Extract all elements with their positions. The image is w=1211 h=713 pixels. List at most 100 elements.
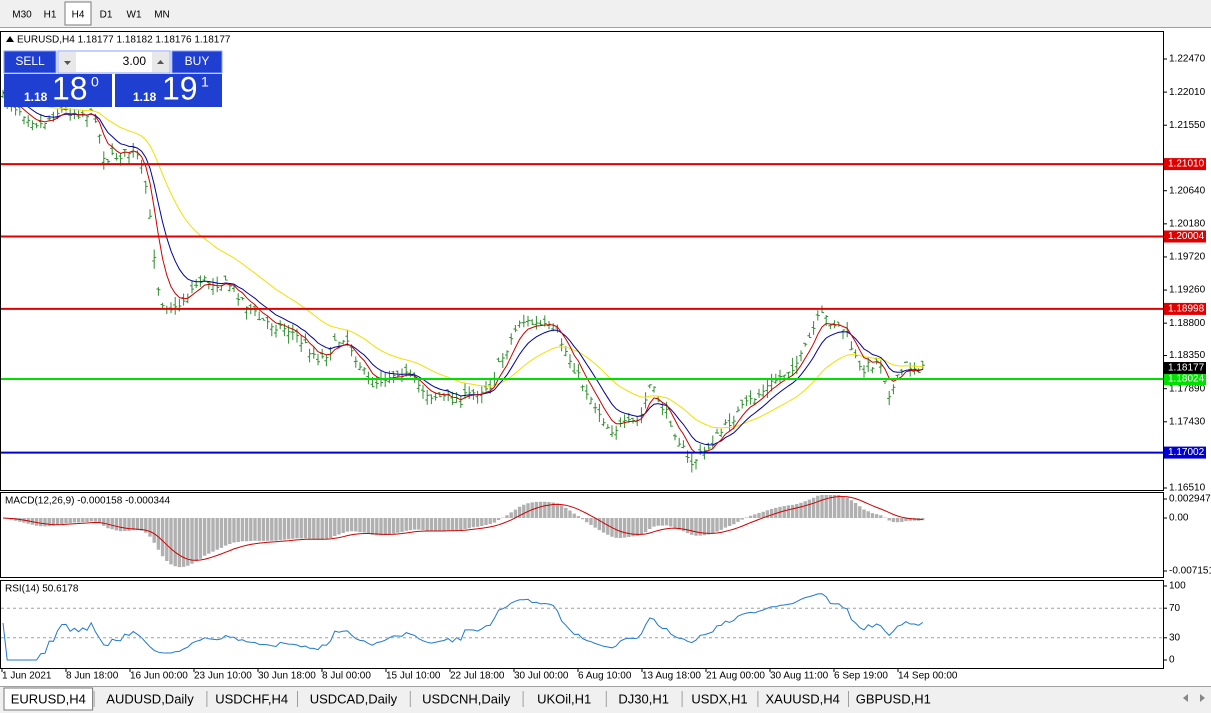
lot-value: 3.00	[123, 54, 147, 68]
ma-mid	[2, 91, 923, 446]
symbol-tab-label: AUDUSD,Daily	[106, 691, 194, 706]
timeframe-button[interactable]	[149, 2, 175, 25]
price-label: 1.20640	[1169, 185, 1206, 196]
time-label: 30 Aug 11:00	[770, 671, 829, 682]
macd-signal	[2, 496, 923, 561]
price-label: 1.22010	[1169, 87, 1206, 98]
level-price-label: 1.17002	[1168, 447, 1205, 458]
level-price-box	[1164, 158, 1206, 171]
lot-down-arrow	[64, 61, 71, 65]
lot-field[interactable]	[57, 50, 171, 74]
symbol-tab[interactable]	[410, 688, 522, 710]
time-label: 8 Jul 00:00	[322, 671, 371, 682]
time-label: 30 Jul 00:00	[514, 671, 569, 682]
trade-panel: SELL 3.00 BUY 1.18 18 0 1.18 19 1	[3, 50, 223, 107]
symbol-tab[interactable]	[523, 688, 605, 710]
time-label: 16 Jun 00:00	[130, 671, 188, 682]
current-price-label: 1.18177	[1168, 363, 1205, 374]
rsi-axis-label: 0	[1169, 655, 1175, 666]
symbol-tab[interactable]	[207, 688, 296, 710]
timeframe-button[interactable]	[121, 2, 147, 25]
time-label: 6 Aug 10:00	[578, 671, 632, 682]
price-label: 1.18800	[1169, 318, 1206, 329]
rsi-header: RSI(14) 50.6178	[5, 584, 79, 595]
level-price-box	[1164, 302, 1206, 315]
rsi-axis-label: 100	[1169, 581, 1186, 592]
level-price-box	[1164, 230, 1206, 243]
rsi-axis-label: 70	[1169, 603, 1181, 614]
macd-header: MACD(12,26,9) -0.000158 -0.000344	[5, 496, 171, 507]
level-price-label: 1.21010	[1168, 159, 1205, 170]
timeframe-button[interactable]	[64, 1, 92, 26]
time-label: 21 Aug 00:00	[706, 671, 765, 682]
time-label: 22 Jul 18:00	[450, 671, 505, 682]
sell-button[interactable]	[3, 50, 57, 74]
buy-price-big: 19	[162, 70, 198, 106]
ma-fast	[2, 91, 924, 454]
sell-label: SELL	[15, 54, 45, 68]
symbol-tab-label: USDCNH,Daily	[422, 691, 511, 706]
macd-axis-label: 0.002947	[1169, 494, 1211, 505]
price-label: 1.17890	[1169, 383, 1206, 394]
macd-frame	[0, 492, 1164, 578]
time-label: 14 Sep 00:00	[898, 671, 958, 682]
timeframe-button[interactable]	[9, 2, 35, 25]
rsi-axis-label: 30	[1169, 632, 1181, 643]
rsi-line	[2, 593, 924, 661]
symbol-tab[interactable]	[606, 688, 681, 710]
time-label: 23 Jun 10:00	[194, 671, 252, 682]
time-label: 13 Aug 18:00	[642, 671, 701, 682]
symbol-tab[interactable]	[94, 688, 206, 710]
level-price-box	[1164, 446, 1206, 459]
price-label: 1.22470	[1169, 54, 1206, 65]
timeframe-label: MN	[154, 10, 170, 21]
chart-header: EURUSD,H4 1.18177 1.18182 1.18176 1.1817…	[17, 35, 231, 46]
ma-slow	[2, 91, 923, 429]
price-label: 1.21550	[1169, 120, 1206, 131]
level-price-label: 1.18998	[1168, 304, 1205, 315]
timeframe-label: H4	[72, 10, 85, 21]
time-label: 30 Jun 18:00	[258, 671, 316, 682]
timeframe-button[interactable]	[0, 2, 7, 25]
main-chart-frame	[0, 31, 1164, 491]
symbol-tab[interactable]	[758, 688, 847, 710]
current-price-box	[1164, 362, 1206, 375]
buy-price-box[interactable]	[115, 74, 222, 107]
timeframe-label: H1	[44, 10, 57, 21]
timeframe-button[interactable]	[93, 2, 119, 25]
buy-label: BUY	[185, 54, 210, 68]
sell-price-sup: 0	[91, 74, 99, 90]
symbol-tab-label: UKOil,H1	[537, 691, 591, 706]
sell-price-box[interactable]	[4, 74, 112, 107]
header-arrow	[6, 36, 14, 42]
time-label: 15 Jul 10:00	[386, 671, 441, 682]
toolbar	[0, 0, 1211, 28]
symbol-tab-label: XAUUSD,H4	[765, 691, 839, 706]
symbol-tab-label: GBPUSD,H1	[856, 691, 931, 706]
symbol-tab[interactable]	[682, 688, 757, 710]
time-label: 1 Jun 2021	[2, 671, 52, 682]
buy-price-prefix: 1.18	[133, 90, 157, 104]
tab-scroll-right	[1200, 694, 1205, 702]
level-price-box	[1164, 373, 1206, 386]
price-label: 1.19720	[1169, 252, 1206, 263]
symbol-tab-label: USDCAD,Daily	[310, 691, 398, 706]
symbol-tab-label: USDCHF,H4	[215, 691, 288, 706]
symbol-tab-label: DJ30,H1	[618, 691, 669, 706]
sell-price-prefix: 1.18	[24, 90, 48, 104]
price-label: 1.19260	[1169, 285, 1206, 296]
price-label: 1.17430	[1169, 416, 1206, 427]
buy-button[interactable]	[171, 50, 223, 74]
symbol-tab[interactable]	[849, 688, 938, 710]
timeframe-label: M30	[12, 10, 32, 21]
symbol-tab[interactable]	[3, 687, 94, 711]
symbol-tab-label: EURUSD,H4	[11, 691, 86, 706]
time-label: 6 Sep 19:00	[834, 671, 888, 682]
timeframe-label: D1	[100, 10, 113, 21]
price-label: 1.16510	[1169, 483, 1206, 494]
symbol-tab[interactable]	[298, 688, 409, 710]
timeframe-button[interactable]	[37, 2, 63, 25]
buy-price-sup: 1	[201, 74, 209, 90]
price-label: 1.20180	[1169, 218, 1206, 229]
